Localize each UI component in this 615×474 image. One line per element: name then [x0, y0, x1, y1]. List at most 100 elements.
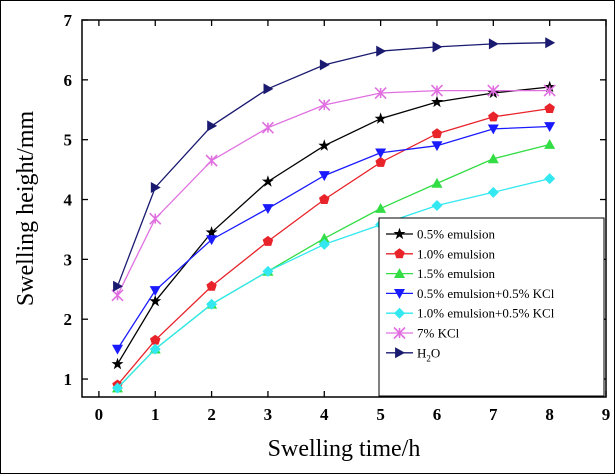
series-7 [113, 37, 556, 292]
data-point [375, 156, 386, 167]
legend-label: 1.0% emulsion+0.5% KCl [417, 306, 555, 321]
data-point [544, 138, 556, 149]
data-point [319, 194, 330, 204]
legend-box [378, 217, 605, 397]
x-tick-label: 5 [376, 405, 385, 424]
data-point [318, 139, 331, 151]
data-point [545, 37, 556, 49]
plot-border [81, 19, 607, 398]
data-point [111, 357, 124, 370]
legend-marker [395, 347, 405, 359]
series-5 [111, 173, 556, 394]
y-tick-label: 6 [64, 71, 73, 90]
data-point [111, 344, 123, 355]
data-point [375, 148, 387, 159]
legend-label: 1.5% emulsion [417, 266, 495, 281]
data-point [543, 84, 556, 97]
data-point [431, 177, 443, 188]
data-point [205, 154, 218, 167]
data-point [261, 121, 275, 134]
y-tick-label: 3 [64, 250, 73, 269]
data-point [318, 232, 330, 243]
data-point [431, 141, 443, 152]
legend-label: 0.5% emulsion [417, 227, 495, 242]
y-tick-label: 1 [64, 370, 73, 389]
data-point [262, 235, 274, 246]
data-point [319, 59, 330, 71]
data-point [149, 294, 162, 307]
data-point [263, 83, 274, 95]
data-point [487, 84, 500, 97]
legend-label: H2O [417, 345, 440, 363]
legend-marker [393, 326, 406, 340]
data-point [207, 120, 218, 132]
x-tick-label: 3 [264, 405, 273, 424]
data-point [487, 186, 499, 198]
data-point [376, 45, 387, 57]
legend: 0.5% emulsion 1.0% emulsion 1.5% emulsion 0… [378, 217, 605, 397]
x-tick-label: 6 [433, 405, 442, 424]
series-2 [112, 103, 555, 390]
data-point [205, 226, 218, 238]
data-point [149, 286, 161, 296]
data-point [544, 173, 556, 185]
legend-entry: 7% KCl [386, 326, 460, 341]
data-point [374, 86, 387, 100]
legend-entry: 0.5% emulsion [386, 227, 495, 242]
data-point [430, 84, 444, 97]
data-point [149, 343, 161, 355]
data-point [431, 128, 443, 139]
axes: 0 1 2 3 4 5 6 7 8 9 1 2 3 4 5 6 7 Swelling time/h Swelling… [13, 11, 610, 462]
data-point [488, 38, 499, 50]
data-point [544, 122, 556, 133]
legend-entry: 1.5% emulsion [386, 266, 495, 281]
x-tick-label: 1 [151, 405, 160, 424]
x-tick-label: 4 [320, 405, 329, 424]
data-point [150, 182, 161, 194]
data-point [149, 212, 162, 225]
legend-label: 0.5% emulsion+0.5% KCl [417, 286, 555, 301]
data-point [318, 98, 331, 112]
data-point [487, 124, 499, 135]
data-point [488, 111, 499, 122]
data-point [318, 171, 330, 182]
data-point [375, 203, 387, 213]
x-tick-label: 8 [545, 405, 554, 424]
series-4 [111, 122, 556, 355]
y-tick-label: 5 [64, 131, 73, 150]
data-point [206, 235, 218, 246]
legend-entry: H2O [386, 345, 440, 363]
y-tick-label: 7 [64, 11, 73, 30]
data-point [544, 103, 555, 113]
legend-entry: 1.0% emulsion+0.5% KCl [386, 306, 555, 321]
data-point [318, 238, 330, 250]
data-point [261, 175, 274, 187]
y-tick-label: 2 [64, 310, 73, 329]
data-point [374, 112, 387, 124]
data-point [431, 200, 443, 212]
plot-area [111, 37, 556, 394]
series-6 [111, 84, 556, 302]
legend-marker [394, 248, 405, 259]
x-tick-label: 2 [207, 405, 216, 424]
legend-marker [393, 227, 406, 240]
legend-marker [394, 289, 405, 299]
data-point [432, 41, 443, 53]
data-point [431, 95, 443, 108]
legend-marker [394, 268, 405, 278]
x-tick-label: 9 [602, 405, 611, 424]
data-point [111, 289, 124, 302]
data-point [262, 265, 274, 277]
legend-label: 7% KCl [417, 326, 460, 341]
data-point [206, 280, 217, 291]
legend-label: 1.0% emulsion [417, 246, 495, 261]
data-point [487, 153, 499, 164]
data-point [113, 280, 123, 292]
y-axis-title: Swelling height/mm [13, 111, 39, 307]
legend-entry: 0.5% emulsion+0.5% KCl [386, 286, 555, 301]
legend-entry: 1.0% emulsion [386, 246, 495, 261]
data-point [150, 334, 161, 345]
x-tick-label: 0 [95, 405, 104, 424]
data-point [111, 382, 123, 394]
